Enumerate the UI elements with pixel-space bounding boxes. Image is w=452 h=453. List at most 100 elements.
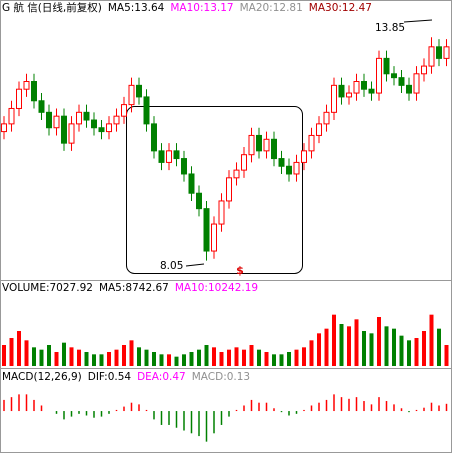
candle-body (98, 127, 105, 133)
volume-bar (392, 328, 396, 366)
volume-bar (339, 324, 344, 366)
candle-body (61, 115, 67, 144)
volume-bar (122, 345, 126, 366)
candle-body (16, 88, 22, 109)
panel-title: VOLUME:7027.92 (2, 282, 93, 294)
candle-body (391, 73, 397, 79)
candle-body (361, 81, 367, 90)
annotation-arrow (185, 263, 205, 267)
volume-bar (437, 328, 441, 366)
legend-entry: MA5:8742.67 (99, 282, 169, 294)
volume-bar (227, 349, 231, 366)
volume-bar (17, 331, 21, 366)
volume-bar (422, 331, 426, 366)
candle-body (316, 123, 322, 136)
volume-bar (369, 333, 374, 366)
legend-entry: DEA:0.47 (137, 371, 186, 383)
volume-bar (159, 354, 164, 366)
volume-bar (309, 340, 314, 366)
volume-bar (279, 354, 284, 366)
legend-entry: MA10:10242.19 (175, 282, 258, 294)
volume-bar (69, 347, 74, 366)
candle-body (203, 208, 210, 252)
candle-body (421, 65, 427, 75)
volume-bar (362, 331, 366, 366)
highlight-box (126, 106, 303, 274)
volume-bar (407, 340, 411, 366)
candle-body (278, 158, 285, 167)
candle-body (301, 150, 307, 163)
candle-body (136, 84, 142, 98)
candle-body (91, 119, 97, 129)
volume-bar (129, 340, 134, 366)
volume-bar (234, 347, 239, 366)
candle-body (406, 84, 412, 94)
candle-body (226, 177, 232, 202)
candle-body (83, 111, 90, 121)
volume-bar (219, 352, 224, 366)
volume-bar (257, 349, 261, 366)
volume-bar (77, 349, 81, 366)
candle-body (38, 100, 45, 113)
panel-title: G 航 信(日线,前复权) (2, 1, 102, 14)
candle-body (376, 57, 382, 94)
volume-bar (32, 347, 36, 366)
candle-body (413, 73, 420, 94)
volume-bar (354, 319, 359, 366)
candle-body (8, 107, 15, 125)
volume-bar (399, 335, 404, 366)
volume-bar (332, 314, 336, 366)
volume-bar (99, 354, 104, 366)
candle-body (113, 115, 120, 125)
volume-bar (384, 326, 389, 366)
candle-body (308, 134, 315, 152)
volume-bar (107, 352, 111, 366)
candle-body (368, 88, 375, 94)
volume-bar (444, 345, 449, 366)
annotation-arrow (403, 19, 433, 23)
legend-entry: MA5:13.64 (108, 2, 165, 14)
legend-entry: MA10:13.17 (170, 2, 233, 14)
volume-bar (152, 352, 156, 366)
candle-body (173, 150, 180, 160)
volume-bar (84, 352, 89, 366)
volume-bar (317, 333, 321, 366)
candle-body (383, 57, 390, 75)
volume-bar (2, 345, 6, 366)
volume-bar (9, 338, 14, 366)
candle-body (158, 150, 165, 163)
volume-bar (189, 352, 194, 366)
candle-body (128, 84, 135, 106)
event-icon: $ (236, 264, 244, 277)
candle-body (23, 81, 30, 90)
volume-bar (429, 314, 434, 366)
legend-entry: MACD:0.13 (192, 371, 250, 383)
legend-entry: DIF:0.54 (88, 371, 132, 383)
volume-bar (249, 345, 254, 366)
volume-bar (377, 317, 381, 366)
candle-body (286, 165, 292, 175)
candle-body (31, 81, 37, 102)
volume-bar (272, 354, 276, 366)
candle-body (428, 46, 435, 67)
volume-bar (62, 342, 66, 366)
volume-bar (294, 349, 299, 366)
volume-bar (264, 352, 269, 366)
candle-body (256, 134, 262, 152)
annotation: 13.85 (375, 22, 405, 34)
candle-body (338, 84, 345, 98)
candle-body (53, 115, 60, 129)
candle-body (68, 123, 75, 144)
candle-body (346, 92, 352, 98)
volume-bar (197, 349, 201, 366)
candle-body (143, 96, 150, 125)
legend-entry: MA30:12.47 (309, 2, 372, 14)
volume-bar (324, 328, 329, 366)
candle-body (76, 111, 82, 125)
candle-body (398, 77, 405, 86)
annotation: 8.05 (160, 260, 183, 272)
candle-body (331, 84, 337, 113)
volume-bar (47, 345, 51, 366)
volume-bar (302, 347, 306, 366)
